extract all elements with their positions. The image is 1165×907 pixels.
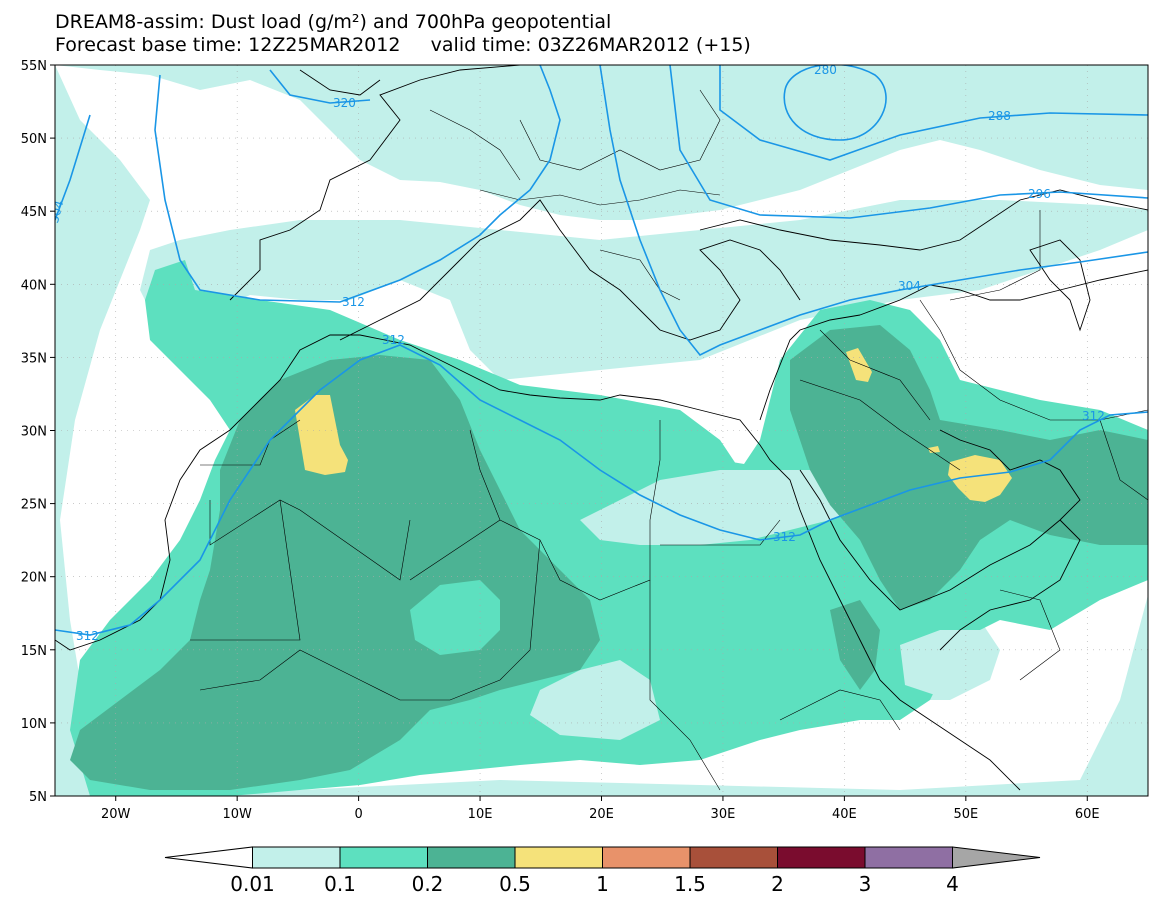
contour-320 — [269, 69, 371, 104]
contour-label: 304 — [47, 199, 66, 225]
lat-tick-label: 20N — [21, 571, 47, 586]
colorbar-label: 0.01 — [230, 872, 275, 896]
geopotential-contours — [55, 65, 1148, 636]
dust-area-0.1-hole-horn — [900, 630, 995, 695]
lat-tick-label: 55N — [21, 59, 47, 74]
colorbar-segment — [252, 846, 341, 869]
contour-label: 312 — [1082, 409, 1105, 423]
lat-tick-label: 40N — [21, 278, 47, 293]
colorbar-segment — [602, 846, 691, 869]
colorbar-segment — [777, 846, 866, 869]
colorbar-segment — [689, 846, 778, 869]
contour-312-south — [55, 344, 1148, 636]
lon-tick-label: 10W — [222, 807, 252, 822]
lat-tick-label: 30N — [21, 425, 47, 440]
contour-label: 312 — [76, 629, 99, 643]
latitude-axis: 5N 10N 15N 20N 25N 30N 35N 40N 45N 50N 55N — [21, 59, 55, 805]
longitude-axis: 20W 10W 0 10E 20E 30E 40E 50E 60E — [101, 796, 1100, 822]
lat-tick-label: 50N — [21, 132, 47, 147]
colorbar-label: 0.1 — [324, 872, 356, 896]
dust-area-0.1-hole-south — [530, 660, 660, 740]
lat-tick-label: 10N — [21, 717, 47, 732]
contour-288 — [719, 65, 1148, 161]
contour-296 — [669, 65, 1148, 219]
contour-label: 288 — [988, 109, 1011, 123]
colorbar-label: 2 — [771, 872, 784, 896]
contour-312-north — [154, 65, 561, 303]
contour-label: 312 — [773, 530, 796, 544]
lat-tick-label: 25N — [21, 498, 47, 513]
colorbar-label: 4 — [946, 872, 959, 896]
dust-area-0.5-gulf-small — [928, 446, 940, 453]
contour-label: 280 — [814, 63, 837, 77]
dust-area-0.5-morocco — [295, 395, 348, 475]
colorbar: 0.01 0.1 0.2 0.5 1 1.5 2 3 4 — [164, 846, 1041, 896]
colorbar-segment — [514, 846, 603, 869]
colorbar-label: 0.5 — [499, 872, 531, 896]
lat-tick-label: 15N — [21, 644, 47, 659]
lon-tick-label: 50E — [953, 807, 978, 822]
contour-304 — [55, 114, 91, 221]
lon-tick-label: 40E — [832, 807, 857, 822]
map-subtitle: Forecast base time: 12Z25MAR2012 valid t… — [55, 35, 751, 55]
colorbar-high-arrow — [952, 846, 1041, 869]
dust-area-0.01 — [55, 65, 1148, 796]
colorbar-low-arrow — [164, 846, 253, 869]
dust-area-0.5-gulf — [948, 455, 1012, 502]
lon-tick-label: 20W — [101, 807, 131, 822]
coastlines — [55, 65, 1148, 791]
map-grid — [55, 65, 1148, 796]
map-title: DREAM8-assim: Dust load (g/m²) and 700hP… — [55, 11, 612, 33]
dust-area-0.2-africa — [70, 355, 600, 790]
lon-tick-label: 10E — [468, 807, 493, 822]
colorbar-segment — [339, 846, 428, 869]
dust-area-0.5-iraq — [846, 348, 872, 382]
colorbar-segment — [864, 846, 953, 869]
lon-tick-label: 30E — [711, 807, 736, 822]
contour-label: 312 — [342, 295, 365, 309]
dust-area-0.2-redsea — [830, 600, 880, 690]
dust-area-0.2-hole — [410, 580, 500, 655]
lon-tick-label: 60E — [1075, 807, 1100, 822]
contour-label: 296 — [1028, 187, 1051, 201]
forecast-base-time: Forecast base time: 12Z25MAR2012 — [55, 34, 401, 56]
colorbar-label: 0.2 — [412, 872, 444, 896]
contour-label: 312 — [382, 333, 405, 347]
lat-tick-label: 45N — [21, 205, 47, 220]
lat-tick-label: 35N — [21, 351, 47, 366]
contour-280 — [783, 65, 887, 141]
lon-tick-label: 20E — [589, 807, 614, 822]
lat-tick-label: 5N — [29, 790, 47, 805]
contour-labels: 312 312 312 312 312 320 280 288 296 304 … — [47, 63, 1105, 643]
colorbar-label: 1.5 — [674, 872, 706, 896]
borders — [190, 89, 1148, 791]
colorbar-label: 1 — [596, 872, 609, 896]
contour-304-east — [599, 65, 1148, 357]
colorbar-label: 3 — [859, 872, 872, 896]
contour-label: 304 — [898, 279, 921, 293]
valid-time: valid time: 03Z26MAR2012 (+15) — [430, 34, 751, 56]
contour-label: 320 — [333, 96, 356, 110]
lon-tick-label: 0 — [354, 807, 362, 822]
colorbar-segment — [427, 846, 516, 869]
map-plot-area: 312 312 312 312 312 320 280 288 296 304 … — [47, 63, 1148, 796]
